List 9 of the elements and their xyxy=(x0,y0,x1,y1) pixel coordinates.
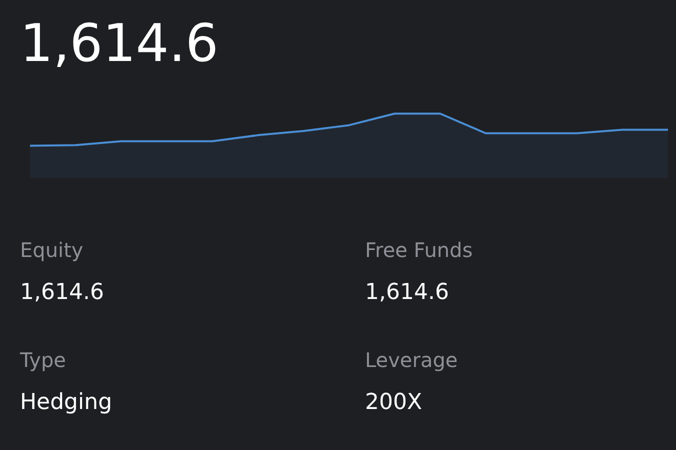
text: 200X xyxy=(365,390,424,417)
text: 1,614.6 xyxy=(20,280,105,307)
text: Free Funds xyxy=(365,238,473,264)
text: 1,614.6 xyxy=(365,280,450,307)
text: Leverage xyxy=(365,348,459,374)
text: Equity xyxy=(20,238,84,264)
text: Hedging xyxy=(20,390,112,417)
chart-title: 1,614.6 xyxy=(20,14,218,74)
text: Type xyxy=(20,348,67,374)
